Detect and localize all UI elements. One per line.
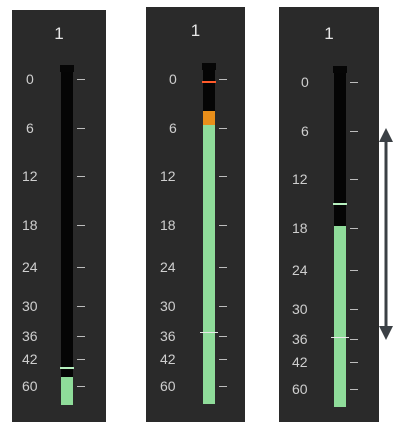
- scale-label: 30: [22, 298, 38, 314]
- scale-tick: [219, 306, 227, 307]
- scale-tick: [350, 362, 358, 363]
- scale-label: 42: [160, 351, 176, 367]
- level-meter-fill: [334, 226, 346, 407]
- level-marker: [331, 337, 349, 338]
- scale-tick: [350, 82, 358, 83]
- scale-label: 24: [22, 259, 38, 275]
- channel-label: 1: [190, 21, 201, 40]
- meter-panel-2: 1 0 6 12 18 24 30 36 42 60: [146, 7, 245, 422]
- scale-tick: [219, 128, 227, 129]
- scale-tick: [219, 225, 227, 226]
- scale-label: 0: [26, 71, 34, 87]
- scale-label: 6: [169, 120, 177, 136]
- scale-tick: [77, 225, 85, 226]
- scale-tick: [77, 386, 85, 387]
- scale-label: 18: [160, 217, 176, 233]
- scale-tick: [77, 176, 85, 177]
- scale-tick: [219, 386, 227, 387]
- scale-label: 60: [22, 378, 38, 394]
- scale-label: 30: [160, 298, 176, 314]
- channel-label: 1: [54, 24, 64, 43]
- peak-hold-marker: [200, 332, 218, 333]
- scale-tick: [219, 359, 227, 360]
- scale-tick: [350, 309, 358, 310]
- scale-tick: [350, 179, 358, 180]
- scale-label: 12: [292, 171, 308, 187]
- range-adjust-arrow-icon[interactable]: [378, 128, 394, 340]
- scale-tick: [219, 176, 227, 177]
- scale-label: 36: [22, 328, 38, 344]
- scale-label: 0: [169, 71, 177, 87]
- level-meter-fill: [203, 125, 215, 404]
- clip-indicator: [202, 81, 216, 83]
- meter-panel-1: 1 0 6 12 18 24 30 36 42 60: [12, 10, 106, 422]
- level-meter-fill: [61, 377, 73, 405]
- scale-label: 36: [292, 331, 308, 347]
- meter-cap: [333, 66, 347, 73]
- scale-label: 42: [22, 351, 38, 367]
- scale-label: 42: [292, 354, 308, 370]
- scale-tick: [350, 270, 358, 271]
- scale-tick: [350, 389, 358, 390]
- scale-tick: [77, 79, 85, 80]
- scale-label: 60: [160, 378, 176, 394]
- scale-tick: [77, 306, 85, 307]
- peak-hold-marker: [60, 367, 74, 369]
- scale-label: 30: [292, 301, 308, 317]
- scale-tick: [219, 267, 227, 268]
- scale-tick: [77, 336, 85, 337]
- level-meter-track: [331, 73, 349, 407]
- meter-panel-3: 1 0 6 12 18 24 30 36 42 60: [279, 7, 379, 422]
- scale-label: 36: [160, 328, 176, 344]
- scale-tick: [350, 339, 358, 340]
- scale-tick: [77, 359, 85, 360]
- level-meter-track: [60, 72, 74, 405]
- scale-label: 0: [301, 74, 309, 90]
- scale-label: 60: [292, 381, 308, 397]
- scale-label: 24: [160, 259, 176, 275]
- scale-tick: [219, 336, 227, 337]
- scale-tick: [350, 228, 358, 229]
- scale-tick: [77, 267, 85, 268]
- scale-label: 12: [160, 168, 176, 184]
- meter-cap: [60, 65, 74, 72]
- meter-cap: [202, 63, 216, 70]
- scale-label: 18: [22, 217, 38, 233]
- scale-label: 24: [292, 262, 308, 278]
- scale-label: 18: [292, 220, 308, 236]
- peak-hold-marker: [333, 203, 347, 205]
- scale-tick: [77, 128, 85, 129]
- scale-label: 6: [301, 123, 309, 139]
- level-meter-track: [200, 70, 218, 404]
- scale-label: 12: [22, 168, 38, 184]
- scale-tick: [219, 79, 227, 80]
- level-meter-warning-segment: [203, 111, 215, 125]
- channel-label: 1: [324, 24, 334, 43]
- scale-tick: [350, 131, 358, 132]
- scale-label: 6: [26, 120, 34, 136]
